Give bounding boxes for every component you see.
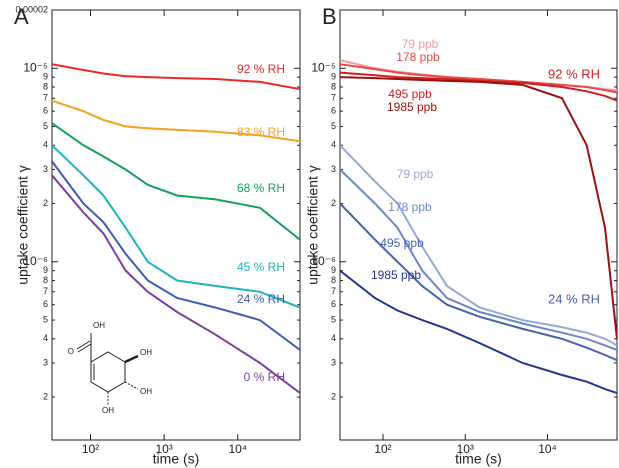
fit-line: [52, 122, 300, 241]
x-tick-label: 10⁴: [538, 442, 557, 456]
y-tick-label: 5: [43, 121, 48, 131]
y-tick-label: 6: [43, 299, 48, 309]
y-tick-label: 3: [331, 164, 336, 174]
y-tick-label: 4: [43, 333, 48, 343]
structure-label: OH: [140, 348, 152, 357]
fit-line: [340, 202, 617, 362]
series-label: 1985 ppb: [387, 100, 437, 114]
y-tick-label: 9: [43, 71, 48, 81]
y-tick-label: 10⁻⁵: [311, 60, 336, 74]
panel-letter: B: [322, 4, 337, 29]
fit-line: [340, 63, 617, 94]
y-axis-label: uptake coefficient γ: [15, 165, 31, 285]
x-tick-label: 10²: [374, 442, 391, 456]
series-label: 92 % RH: [237, 62, 285, 76]
y-tick-label: 8: [43, 81, 48, 91]
y-tick-label: 3: [43, 357, 48, 367]
chemical-structure: [76, 333, 139, 405]
structure-label: OH: [102, 406, 114, 415]
annotation: 24 % RH: [548, 291, 600, 306]
series-label: 1985 ppb: [371, 268, 421, 282]
y-tick-label: 2: [331, 198, 336, 208]
series-label: 68 % RH: [237, 181, 285, 195]
series-label: 0 % RH: [244, 370, 285, 384]
y-tick-label: 8: [331, 81, 336, 91]
ring: [90, 351, 126, 393]
y-tick-label: 2: [331, 391, 336, 401]
fit-line: [52, 144, 300, 309]
x-axis-label: time (s): [153, 451, 200, 467]
y-tick-label: 3: [331, 357, 336, 367]
bond: [124, 381, 139, 390]
y-tick-label: 9: [331, 265, 336, 275]
series-label: 495 ppb: [380, 236, 424, 250]
y-tick-label: 7: [331, 286, 336, 296]
y-tick-label: 3: [43, 164, 48, 174]
series-label: 79 ppb: [402, 37, 439, 51]
series-label: 178 ppb: [396, 50, 440, 64]
y-tick-label: 6: [331, 106, 336, 116]
y-tick-label: 0.00002: [15, 4, 48, 14]
x-tick-label: 10³: [457, 442, 474, 456]
bond: [76, 340, 91, 350]
panel-letter: A: [14, 4, 29, 29]
series-label: 495 ppb: [388, 87, 432, 101]
x-axis-label: time (s): [455, 451, 502, 467]
plot-frame: [51, 9, 301, 441]
y-tick-label: 2: [43, 391, 48, 401]
fit-line: [340, 144, 617, 347]
series-label: 24 % RH: [237, 292, 285, 306]
x-tick-label: 10⁴: [229, 442, 248, 456]
plot-frame: [339, 9, 618, 441]
y-tick-label: 5: [331, 121, 336, 131]
y-tick-label: 4: [43, 140, 48, 150]
series-label: 83 % RH: [237, 125, 285, 139]
fit-line: [340, 168, 617, 351]
annotation: 92 % RH: [548, 66, 600, 81]
y-tick-label: 7: [43, 93, 48, 103]
y-tick-label: 6: [43, 106, 48, 116]
y-tick-label: 10⁻⁶: [311, 254, 336, 268]
y-tick-label: 4: [331, 140, 336, 150]
y-tick-label: 4: [331, 333, 336, 343]
structure-label: O: [68, 347, 74, 356]
bond: [124, 354, 139, 364]
fit-line: [52, 174, 300, 394]
fit-line: [52, 160, 300, 351]
y-tick-label: 2: [43, 198, 48, 208]
series-label: 45 % RH: [237, 260, 285, 274]
y-tick-label: 7: [43, 286, 48, 296]
y-tick-label: 9: [331, 71, 336, 81]
y-tick-label: 9: [43, 265, 48, 275]
x-tick-label: 10³: [155, 442, 172, 456]
y-tick-label: 5: [331, 314, 336, 324]
y-tick-label: 7: [331, 93, 336, 103]
fit-line: [340, 269, 617, 394]
y-tick-label: 10⁻⁵: [23, 60, 48, 74]
bond: [77, 343, 92, 353]
fit-line: [52, 99, 300, 143]
plot-area: [52, 63, 300, 394]
y-tick-label: 6: [331, 299, 336, 309]
fit-line: [340, 76, 617, 339]
structure-label: OH: [140, 387, 152, 396]
x-tick-label: 10²: [82, 442, 99, 456]
series-label: 178 ppb: [388, 200, 432, 214]
series-label: 79 ppb: [397, 167, 434, 181]
structure-label: OH: [93, 321, 105, 330]
y-tick-label: 5: [43, 314, 48, 324]
y-tick-label: 10⁻⁶: [23, 254, 48, 268]
fit-line: [52, 63, 300, 91]
y-tick-label: 8: [43, 275, 48, 285]
y-axis-label: uptake coefficient γ: [305, 165, 321, 285]
plot-area: [340, 59, 617, 394]
y-tick-label: 8: [331, 275, 336, 285]
